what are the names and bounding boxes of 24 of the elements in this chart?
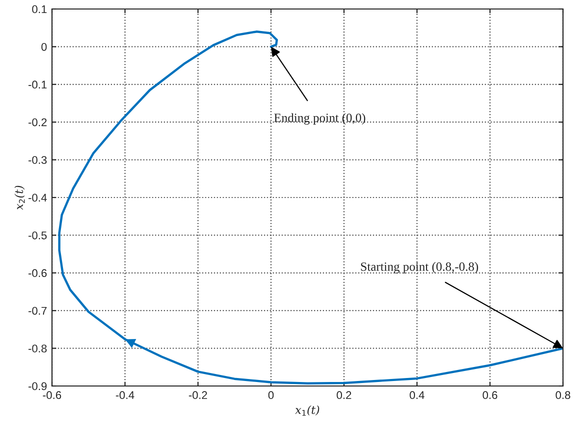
x-tick-label: -0.6 xyxy=(42,391,62,400)
y-tick-label: -0.7 xyxy=(28,306,47,315)
y-tick-label: -0.3 xyxy=(28,156,47,164)
x-tick-label: 0 xyxy=(268,391,274,400)
x-tick-label: 0.8 xyxy=(556,391,570,400)
y-axis-title: x$_{2}$(t) xyxy=(14,186,25,210)
x-axis-title: x$_{1}$(t) xyxy=(295,405,320,416)
x-tick-label: -0.4 xyxy=(116,391,134,400)
x-tick-label: 0.2 xyxy=(336,391,352,400)
annotation: Ending point (0,0) xyxy=(274,113,366,125)
line-series xyxy=(58,30,563,384)
y-tick-label: -0.9 xyxy=(28,382,47,390)
annotation: Starting point (0.8,-0.8) xyxy=(361,262,478,274)
y-tick-label: -0.6 xyxy=(28,269,47,278)
y-tick-label: -0.8 xyxy=(28,344,47,352)
y-tick-label: -0.5 xyxy=(28,231,47,240)
y-tick-label: 0 xyxy=(41,42,47,51)
y-tick-label: -0.4 xyxy=(28,194,47,202)
x-tick-label: -0.2 xyxy=(188,391,208,400)
y-tick-label: -0.1 xyxy=(28,80,47,89)
x-tick-label: 0.4 xyxy=(410,391,424,400)
y-tick-label: -0.2 xyxy=(28,118,47,126)
y-tick-label: 0.1 xyxy=(32,5,47,14)
x-tick-label: 0.6 xyxy=(482,391,498,400)
